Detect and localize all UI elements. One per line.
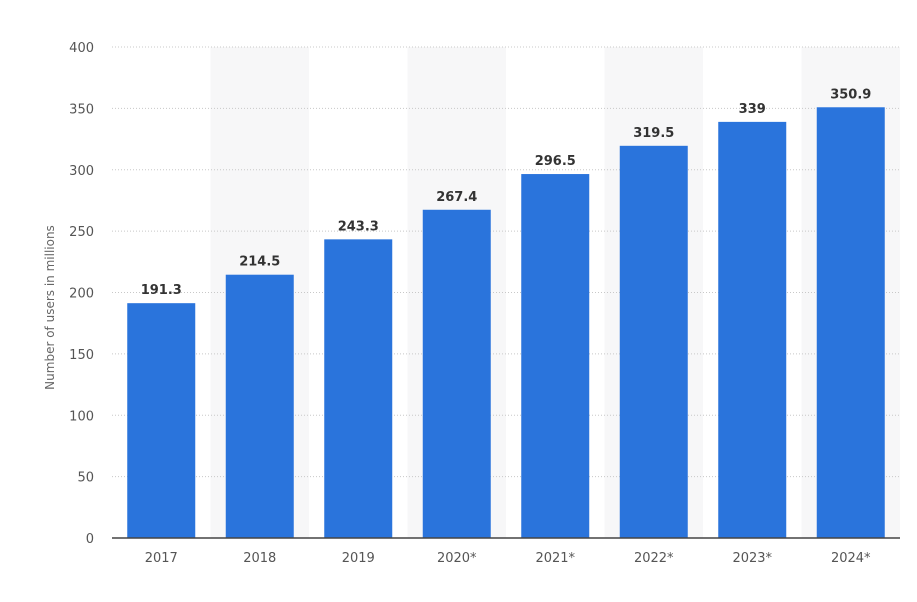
x-tick-labels: 2017 2018 2019 2020* 2021* 2022* 2023* 2024* [145,551,871,566]
data-label: 243.3 [338,219,379,234]
data-label: 296.5 [535,154,576,169]
x-tick-label: 2019 [342,551,375,566]
data-labels: 191.3 214.5 243.3 267.4 296.5 319.5 339 350.9 [141,87,872,298]
bar-2019[interactable] [324,239,393,538]
data-label: 339 [739,102,766,117]
data-label: 214.5 [239,255,280,270]
data-label: 319.5 [633,126,674,141]
bar-2020*[interactable] [422,209,491,539]
x-tick-label: 2022* [634,551,674,566]
bar-2024*[interactable] [816,107,885,538]
data-label: 350.9 [830,87,871,102]
bars [127,107,885,539]
y-tick-label: 200 [69,287,94,302]
y-gridlines [112,46,900,478]
x-tick-label: 2018 [243,551,276,566]
y-tick-label: 350 [69,102,94,117]
x-tick-label: 2024* [831,551,871,566]
y-tick-label: 300 [69,164,94,179]
y-tick-label: 100 [69,409,94,424]
y-tick-label: 0 [86,532,94,547]
x-tick-label: 2017 [145,551,178,566]
y-tick-labels: 0 50 100 150 200 250 300 350 400 [69,41,94,547]
y-tick-label: 400 [69,41,94,56]
x-tick-label: 2021* [535,551,575,566]
bar-2017[interactable] [127,303,196,538]
y-tick-label: 50 [77,471,94,486]
bar-2023*[interactable] [718,121,787,538]
data-label: 191.3 [141,283,182,298]
y-tick-label: 250 [69,225,94,240]
y-tick-label: 150 [69,348,94,363]
bar-2021*[interactable] [521,174,590,538]
bar-2018[interactable] [225,274,294,538]
bar-2022*[interactable] [619,145,688,538]
data-label: 267.4 [436,190,477,205]
y-axis-title: Number of users in millions [43,225,57,390]
x-tick-label: 2023* [732,551,772,566]
x-tick-label: 2020* [437,551,477,566]
